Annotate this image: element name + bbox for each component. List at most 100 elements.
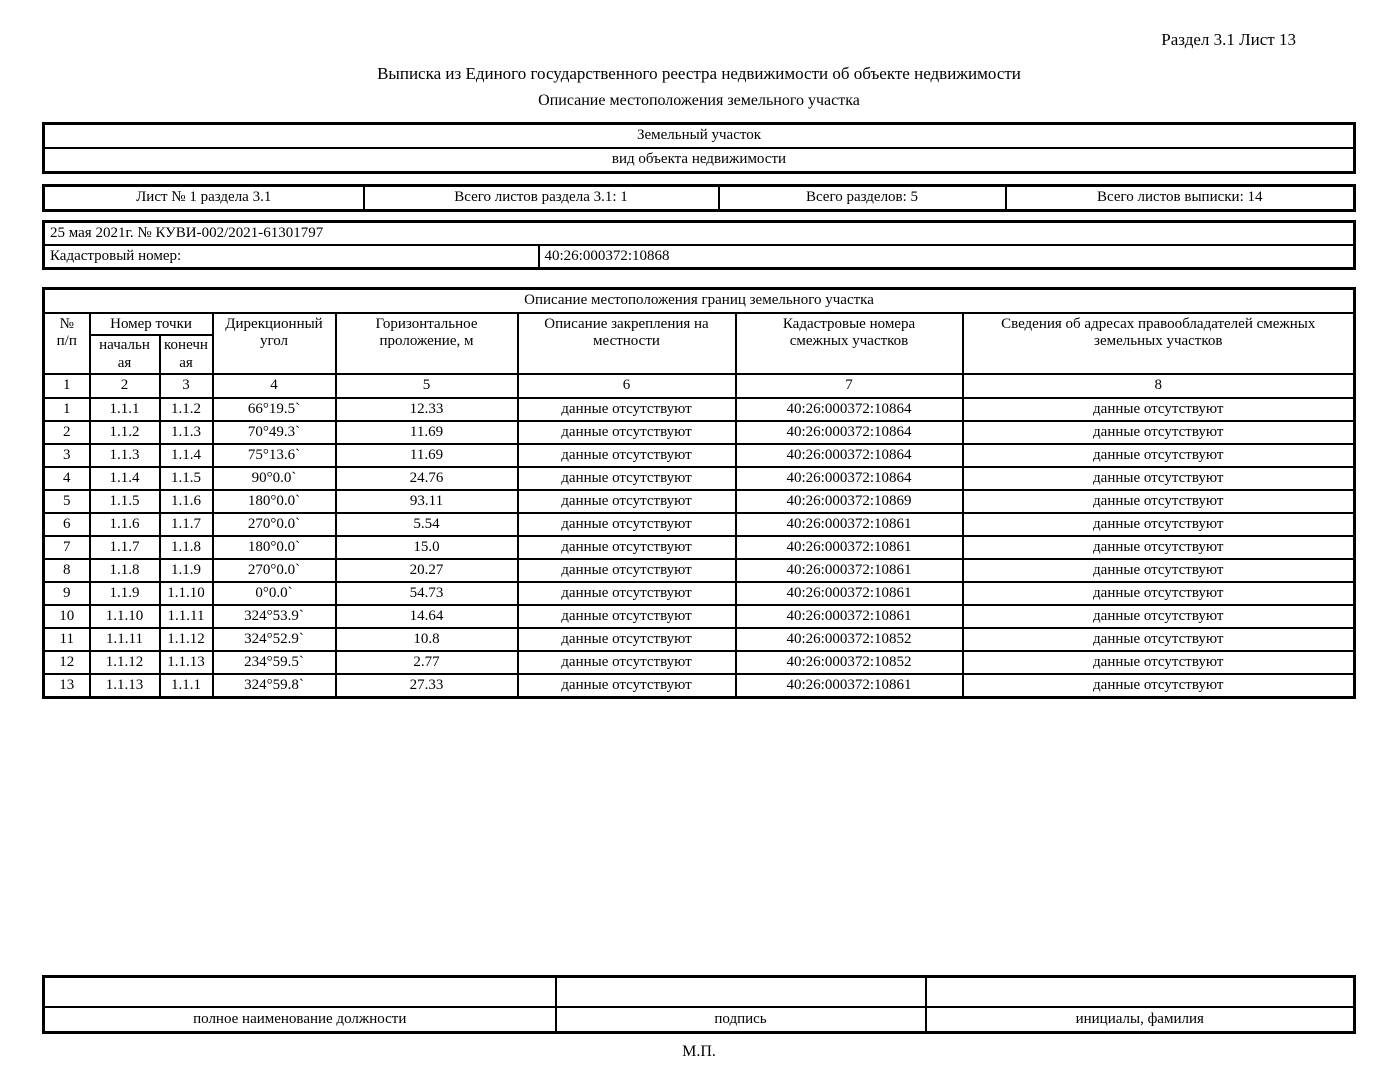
point-end-cell: 1.1.7: [158, 511, 214, 537]
fixing-description-cell: данные отсутствуют: [516, 396, 737, 422]
adjacent-cadastral-cell: 40:26:000372:10861: [734, 672, 964, 699]
point-start-cell: 1.1.5: [88, 488, 161, 514]
horizontal-distance-cell: 12.33: [334, 396, 519, 422]
fixing-description-cell: данные отсутствуют: [516, 534, 737, 560]
boundaries-table-title: Описание местоположения границ земельног…: [42, 287, 1356, 314]
column-number: 6: [516, 372, 737, 399]
total-sections-cell: Всего разделов: 5: [717, 184, 1007, 212]
column-number: 3: [158, 372, 214, 399]
column-number: 7: [734, 372, 964, 399]
direction-angle-cell: 90°0.0`: [211, 465, 337, 491]
object-type-table: Земельный участок вид объекта недвижимос…: [42, 122, 1356, 174]
table-row: Кадастровый номер: 40:26:000372:10868: [42, 244, 1356, 270]
point-end-cell: 1.1.10: [158, 580, 214, 606]
fixing-description-cell: данные отсутствуют: [516, 465, 737, 491]
direction-angle-cell: 234°59.5`: [211, 649, 337, 675]
position-signature-space: [42, 975, 557, 1008]
table-row: 1 1.1.1 1.1.2 66°19.5` 12.33 данные отсутству…: [42, 396, 1356, 422]
horizontal-distance-cell: 27.33: [334, 672, 519, 699]
direction-angle-cell: 70°49.3`: [211, 419, 337, 445]
boundaries-table: Описание местоположения границ земельног…: [42, 287, 1356, 699]
table-row: 9 1.1.9 1.1.10 0°0.0` 54.73 данные отсутствую…: [42, 580, 1356, 606]
point-end-cell: 1.1.13: [158, 649, 214, 675]
table-row: 11 1.1.11 1.1.12 324°52.9` 10.8 данные отсутс…: [42, 626, 1356, 652]
point-end-cell: 1.1.11: [158, 603, 214, 629]
fixing-description-cell: данные отсутствуют: [516, 442, 737, 468]
adjacent-cadastral-cell: 40:26:000372:10861: [734, 534, 964, 560]
point-start-cell: 1.1.8: [88, 557, 161, 583]
horizontal-distance-cell: 20.27: [334, 557, 519, 583]
row-number-cell: 9: [42, 580, 91, 606]
date-number-cell: 25 мая 2021г. № КУВИ-002/2021-61301797: [42, 220, 1356, 246]
column-number: 1: [42, 372, 91, 399]
point-start-cell: 1.1.10: [88, 603, 161, 629]
horizontal-distance-cell: 14.64: [334, 603, 519, 629]
header-horizontal-distance: Горизонтальное проложение, м: [334, 312, 519, 375]
table-row: [42, 975, 1356, 1008]
owner-address-cell: данные отсутствуют: [961, 557, 1356, 583]
table-row: 10 1.1.10 1.1.11 324°53.9` 14.64 данные отсут…: [42, 603, 1356, 629]
horizontal-distance-cell: 93.11: [334, 488, 519, 514]
adjacent-cadastral-cell: 40:26:000372:10861: [734, 603, 964, 629]
point-end-cell: 1.1.4: [158, 442, 214, 468]
adjacent-cadastral-cell: 40:26:000372:10861: [734, 511, 964, 537]
point-start-cell: 1.1.7: [88, 534, 161, 560]
row-number-cell: 3: [42, 442, 91, 468]
owner-address-cell: данные отсутствуют: [961, 488, 1356, 514]
point-start-cell: 1.1.13: [88, 672, 161, 699]
point-end-cell: 1.1.8: [158, 534, 214, 560]
table-row: 13 1.1.13 1.1.1 324°59.8` 27.33 данные отсутс…: [42, 672, 1356, 699]
horizontal-distance-cell: 54.73: [334, 580, 519, 606]
horizontal-distance-cell: 24.76: [334, 465, 519, 491]
table-row: Лист № 1 раздела 3.1 Всего листов раздел…: [42, 184, 1356, 212]
adjacent-cadastral-cell: 40:26:000372:10852: [734, 626, 964, 652]
owner-address-cell: данные отсутствуют: [961, 580, 1356, 606]
fixing-description-cell: данные отсутствуют: [516, 557, 737, 583]
adjacent-cadastral-cell: 40:26:000372:10864: [734, 419, 964, 445]
fixing-description-cell: данные отсутствуют: [516, 419, 737, 445]
header-direction-angle: Дирекционный угол: [211, 312, 337, 375]
header-point-number: Номер точки: [88, 311, 214, 337]
point-end-cell: 1.1.9: [158, 557, 214, 583]
page-title: Выписка из Единого государственного реес…: [377, 64, 1021, 83]
table-row: 1 2 3 4 5 6 7 8: [42, 372, 1356, 399]
direction-angle-cell: 66°19.5`: [211, 396, 337, 422]
adjacent-cadastral-cell: 40:26:000372:10861: [734, 580, 964, 606]
row-number-cell: 1: [42, 396, 91, 422]
table-row: 4 1.1.4 1.1.5 90°0.0` 24.76 данные отсутствую…: [42, 465, 1356, 491]
point-start-cell: 1.1.12: [88, 649, 161, 675]
table-row: № п/п Номер точки Дирекционный угол Гори…: [42, 311, 1356, 375]
row-number-cell: 12: [42, 649, 91, 675]
table-row: полное наименование должности подпись ин…: [42, 1005, 1356, 1034]
sheets-in-section-cell: Всего листов раздела 3.1: 1: [362, 184, 720, 212]
section-sheet-label: Раздел 3.1 Лист 13: [1161, 30, 1296, 49]
row-number-cell: 6: [42, 511, 91, 537]
point-end-cell: 1.1.12: [158, 626, 214, 652]
header-point-end: конечн ая: [158, 334, 214, 375]
direction-angle-cell: 270°0.0`: [211, 557, 337, 583]
fixing-description-cell: данные отсутствуют: [516, 580, 737, 606]
header-adjacent-cadastral: Кадастровые номера смежных участков: [734, 312, 964, 375]
owner-address-cell: данные отсутствуют: [961, 626, 1356, 652]
signature-label: подпись: [554, 1005, 927, 1034]
boundary-rows: 1 1.1.1 1.1.2 66°19.5` 12.33 данные отсутству…: [42, 396, 1356, 699]
owner-address-cell: данные отсутствуют: [961, 442, 1356, 468]
sheet-info-table: Лист № 1 раздела 3.1 Всего листов раздел…: [42, 184, 1356, 212]
row-number-cell: 7: [42, 534, 91, 560]
header-fixing-description: Описание закрепления на местности: [516, 312, 737, 375]
fixing-description-cell: данные отсутствуют: [516, 672, 737, 699]
point-start-cell: 1.1.4: [88, 465, 161, 491]
total-sheets-cell: Всего листов выписки: 14: [1004, 184, 1356, 212]
table-row: Описание местоположения границ земельног…: [42, 287, 1356, 314]
fixing-description-cell: данные отсутствуют: [516, 603, 737, 629]
table-row: 7 1.1.7 1.1.8 180°0.0` 15.0 данные отсутствую…: [42, 534, 1356, 560]
stamp-place-label: М.П.: [682, 1042, 716, 1060]
adjacent-cadastral-cell: 40:26:000372:10864: [734, 396, 964, 422]
table-row: 2 1.1.2 1.1.3 70°49.3` 11.69 данные отсутству…: [42, 419, 1356, 445]
horizontal-distance-cell: 5.54: [334, 511, 519, 537]
owner-address-cell: данные отсутствуют: [961, 534, 1356, 560]
owner-address-cell: данные отсутствуют: [961, 672, 1356, 699]
direction-angle-cell: 75°13.6`: [211, 442, 337, 468]
owner-address-cell: данные отсутствуют: [961, 603, 1356, 629]
